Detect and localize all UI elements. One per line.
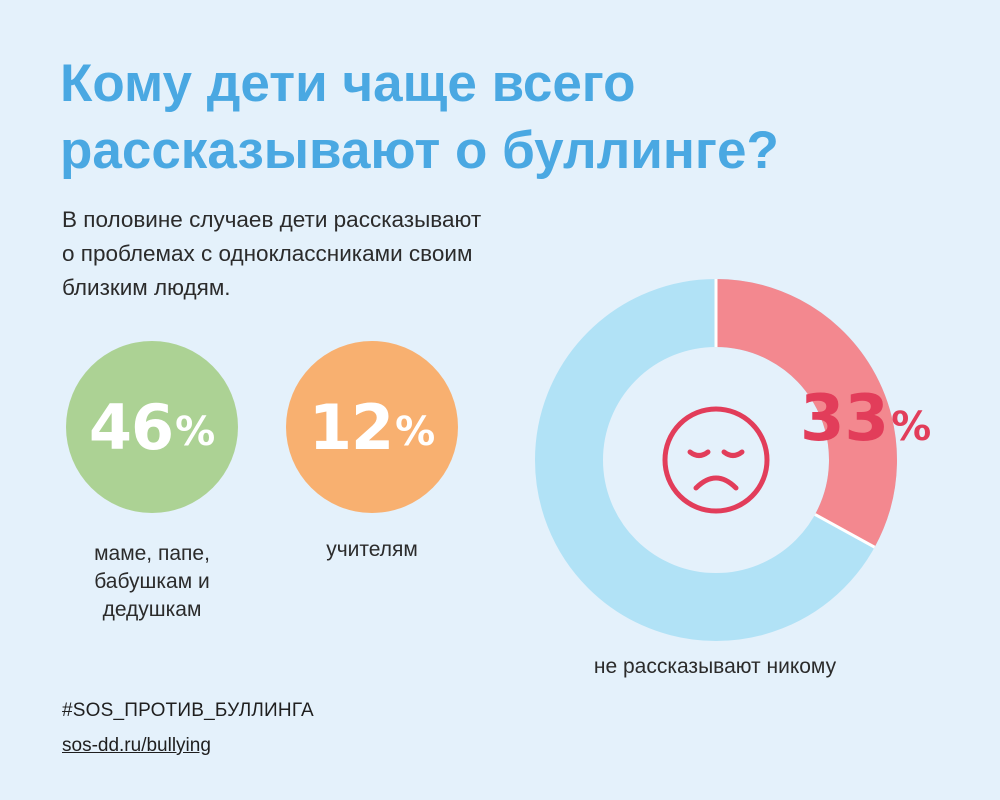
intro-line-2: о проблемах с одноклассниками своим bbox=[62, 241, 473, 266]
page-title: Кому дети чаще всего рассказывают о булл… bbox=[60, 50, 940, 184]
title-line-2: рассказывают о буллинге? bbox=[60, 121, 779, 180]
donut-percent-value: 33 bbox=[800, 382, 890, 456]
intro-line-3: близким людям. bbox=[62, 275, 231, 300]
stat-value-teachers: 12 bbox=[308, 390, 394, 464]
donut-percent: 33% bbox=[800, 382, 931, 456]
stat-label-teachers: учителям bbox=[292, 536, 452, 564]
donut-label: не рассказывают никому bbox=[593, 655, 837, 678]
stat-unit-family: % bbox=[175, 409, 216, 455]
stat-label-family-line-1: маме, папе, bbox=[94, 542, 210, 565]
stat-label-teachers-line-1: учителям bbox=[326, 538, 418, 561]
donut-separator bbox=[814, 513, 876, 549]
stat-value-family: 46 bbox=[88, 390, 174, 464]
stat-label-family-line-3: дедушкам bbox=[102, 598, 202, 621]
stat-label-family: маме, папе, бабушкам и дедушкам bbox=[52, 540, 252, 624]
donut-highlight-segment bbox=[715, 279, 897, 548]
stat-unit-teachers: % bbox=[395, 409, 436, 455]
website-link[interactable]: sos-dd.ru/bullying bbox=[62, 735, 211, 756]
donut-percent-unit: % bbox=[891, 404, 932, 450]
hashtag: #SOS_ПРОТИВ_БУЛЛИНГА bbox=[62, 700, 314, 721]
stat-circle-family: 46% bbox=[66, 341, 238, 513]
intro-line-1: В половине случаев дети рассказывают bbox=[62, 207, 482, 232]
stat-label-family-line-2: бабушкам и bbox=[94, 570, 210, 593]
intro-text: В половине случаев дети рассказывают о п… bbox=[62, 203, 582, 305]
stat-circle-teachers: 12% bbox=[286, 341, 458, 513]
sad-face-icon bbox=[662, 406, 770, 514]
title-line-1: Кому дети чаще всего bbox=[60, 54, 636, 113]
